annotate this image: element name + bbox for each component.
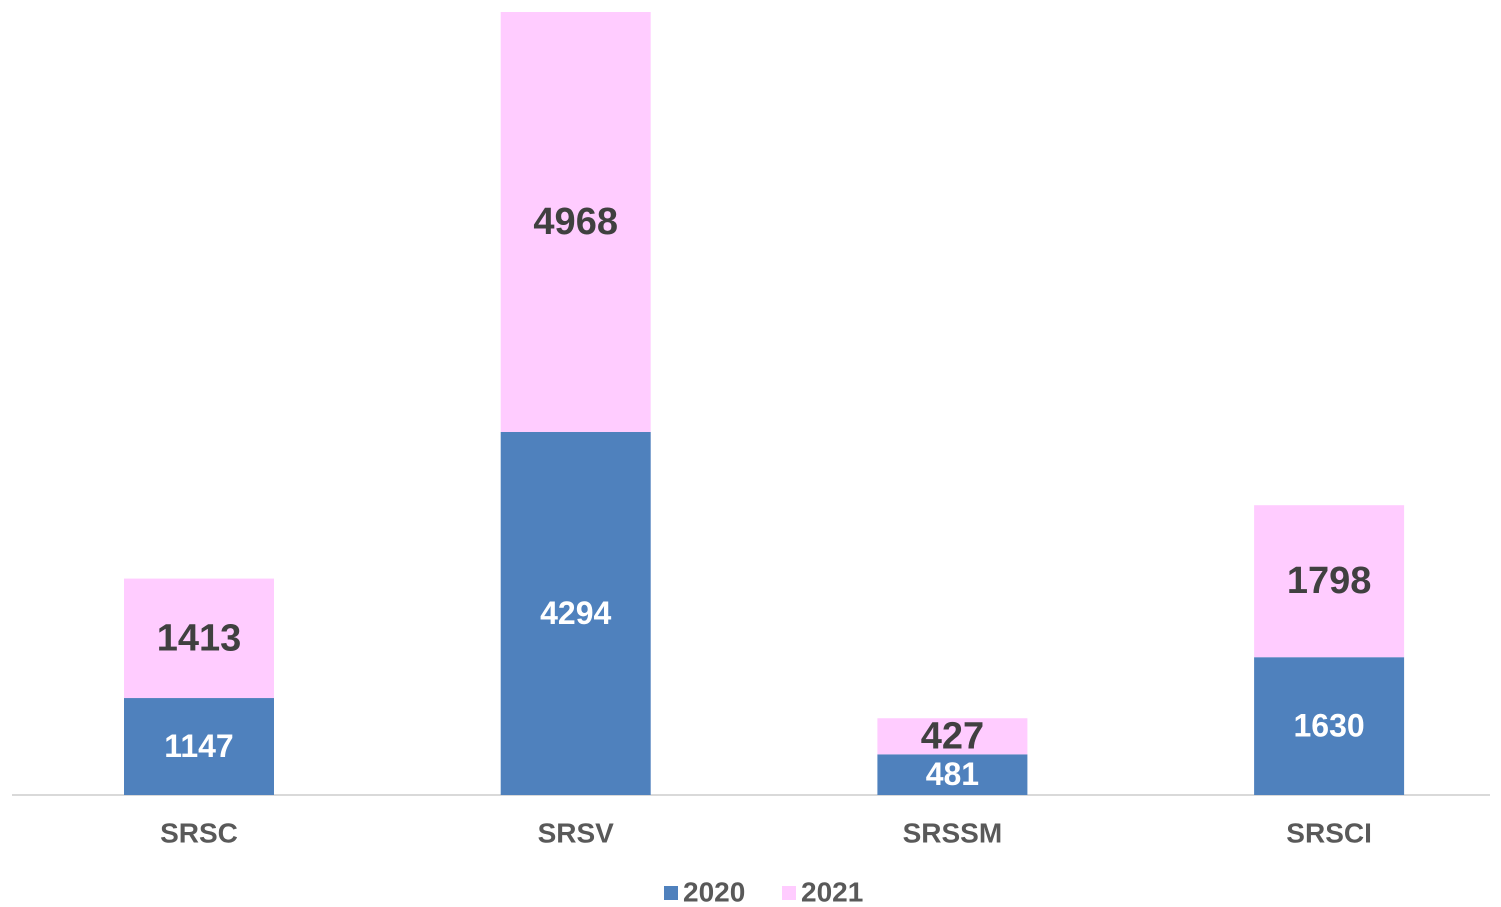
x-tick-label: SRSCI [1286, 817, 1372, 848]
bar-segment [1254, 505, 1405, 658]
bar-segment [124, 578, 274, 699]
data-label: 1413 [157, 617, 242, 659]
legend-label: 2020 [683, 876, 745, 907]
legend-label: 2021 [801, 876, 863, 907]
x-tick-label: SRSC [160, 817, 238, 848]
x-tick-label: SRSSM [903, 817, 1003, 848]
bar-segment [500, 12, 651, 432]
legend-swatch [782, 886, 796, 900]
data-label: 4294 [540, 595, 611, 631]
bar-segment [1254, 657, 1405, 795]
bar-segment [500, 431, 651, 795]
data-label: 427 [921, 715, 984, 757]
data-label: 1147 [164, 728, 233, 764]
data-label: 1798 [1287, 560, 1372, 602]
bar-segment [877, 718, 1028, 755]
bar-segment [877, 754, 1028, 795]
data-label: 4968 [533, 201, 618, 243]
bar-segment [124, 698, 274, 795]
x-tick-label: SRSV [538, 817, 615, 848]
data-label: 481 [926, 756, 979, 792]
legend-swatch [664, 886, 678, 900]
data-label: 1630 [1294, 708, 1365, 744]
